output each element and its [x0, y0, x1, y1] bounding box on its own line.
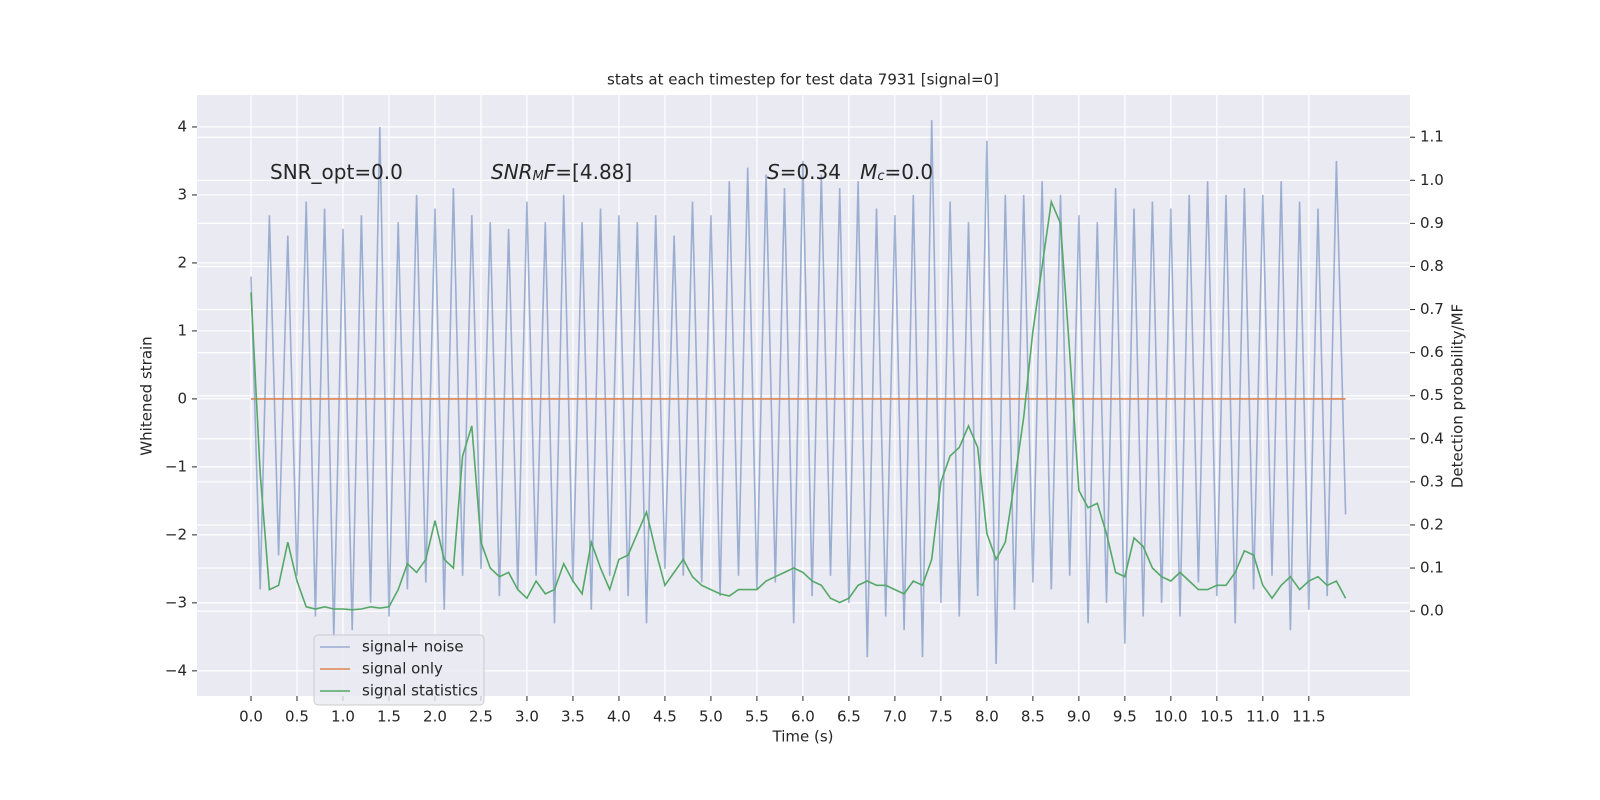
x-tick-label: 2.0	[423, 708, 447, 726]
y2-tick-label: 0.2	[1420, 515, 1444, 533]
series-line	[250, 120, 1347, 665]
legend-label: signal+ noise	[362, 638, 464, 656]
x-tick-label: 6.5	[837, 708, 861, 726]
x-tick-label: 1.0	[331, 708, 355, 726]
y2-tick-label: 0.5	[1420, 386, 1444, 404]
x-tick-label: 5.5	[745, 708, 769, 726]
x-tick-label: 2.5	[469, 708, 493, 726]
y2-tick-label: 0.6	[1420, 343, 1444, 361]
annotation-part: =0.0	[885, 160, 934, 184]
y-tick-label: −1	[165, 457, 187, 475]
x-tick-label: 11.5	[1292, 708, 1325, 726]
y2-tick-label: 1.0	[1420, 171, 1444, 189]
legend-box	[313, 634, 485, 706]
x-tick-label: 6.0	[791, 708, 815, 726]
annotation-part: S	[767, 160, 780, 184]
legend-label: signal only	[362, 660, 443, 678]
y-tick-label: −4	[165, 661, 187, 679]
annotation: S=0.34 Mc=0.0	[767, 160, 933, 185]
y-tick-label: 2	[177, 253, 187, 271]
x-tick-label: 7.0	[883, 708, 907, 726]
annotation: SNR_opt=0.0	[270, 160, 403, 184]
y2-axis-label: Detection probability/MF	[1449, 304, 1467, 488]
x-tick-label: 7.5	[929, 708, 953, 726]
y2-tick-label: 0.7	[1420, 300, 1444, 318]
y2-tick-label: 0.0	[1420, 602, 1444, 620]
x-tick-label: 4.0	[607, 708, 631, 726]
y-tick-label: −2	[165, 525, 187, 543]
series-line	[250, 198, 1347, 611]
x-tick-label: 0.5	[285, 708, 309, 726]
x-tick-label: 3.5	[561, 708, 585, 726]
x-tick-label: 9.5	[1113, 708, 1137, 726]
chart-title: stats at each timestep for test data 793…	[607, 71, 999, 89]
y-axis-label: Whitened strain	[138, 336, 156, 455]
y-tick-label: −3	[165, 593, 187, 611]
annotation: SNRMF=[4.88]	[491, 160, 632, 185]
x-tick-label: 1.5	[377, 708, 401, 726]
x-tick-label: 0.0	[239, 708, 263, 726]
annotation-part: F	[544, 160, 556, 184]
x-tick-label: 8.5	[1021, 708, 1045, 726]
y-tick-label: 0	[177, 389, 187, 407]
annotation-part: c	[877, 169, 884, 184]
x-tick-label: 11.0	[1246, 708, 1279, 726]
x-axis-label: Time (s)	[772, 728, 834, 746]
annotation-part: SNR_opt=0.0	[270, 160, 403, 184]
y2-tick-label: 1.1	[1420, 128, 1444, 146]
y2-tick-label: 0.4	[1420, 429, 1444, 447]
y-tick-label: 3	[177, 185, 187, 203]
x-tick-label: 10.5	[1200, 708, 1233, 726]
x-tick-label: 4.5	[653, 708, 677, 726]
x-tick-label: 9.0	[1067, 708, 1091, 726]
annotation-part: =[4.88]	[555, 160, 632, 184]
y2-tick-label: 0.9	[1420, 214, 1444, 232]
y-tick-label: 1	[177, 321, 187, 339]
annotation-part: =0.34	[780, 160, 860, 184]
y2-tick-label: 0.3	[1420, 472, 1444, 490]
annotation-part: SNR	[491, 160, 533, 184]
legend-label: signal statistics	[362, 682, 478, 700]
y-tick-label: 4	[177, 117, 187, 135]
x-tick-label: 5.0	[699, 708, 723, 726]
y2-tick-label: 0.1	[1420, 559, 1444, 577]
x-tick-label: 10.0	[1154, 708, 1187, 726]
annotation-part: M	[860, 160, 877, 184]
y2-tick-label: 0.8	[1420, 257, 1444, 275]
x-tick-label: 8.0	[975, 708, 999, 726]
x-tick-label: 3.0	[515, 708, 539, 726]
annotation-part: M	[533, 169, 544, 184]
